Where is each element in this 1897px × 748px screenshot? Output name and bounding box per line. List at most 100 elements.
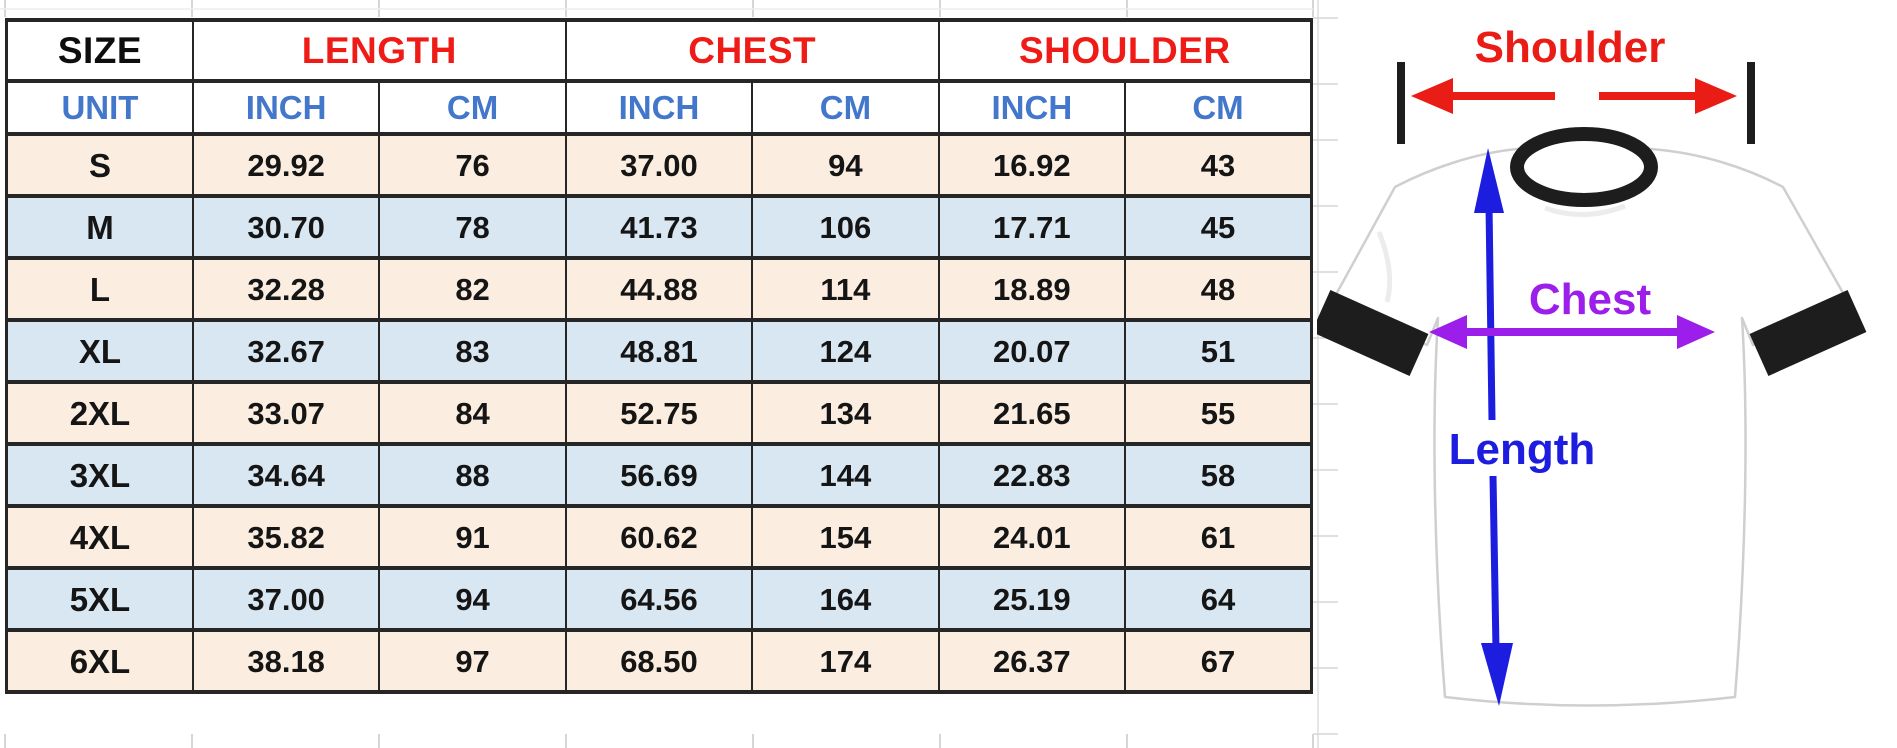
header-unit-row: UNIT INCH CM INCH CM INCH CM [5,79,1313,136]
value-cell: 30.70 [191,194,381,260]
value-cell: 24.01 [937,504,1127,570]
value-cell: 78 [378,194,567,260]
table-row: 5XL 37.00 94 64.56 164 25.19 64 [5,566,1313,632]
value-cell: 60.62 [564,504,754,570]
size-cell: S [5,132,194,198]
table-header: SIZE LENGTH CHEST SHOULDER UNIT INCH CM … [5,18,1313,136]
value-cell: 26.37 [937,628,1127,694]
value-cell: 41.73 [564,194,754,260]
value-cell: 35.82 [191,504,381,570]
chest-arrowhead-right [1677,315,1715,349]
unit-cell: INCH [191,79,381,136]
value-cell: 84 [378,380,567,446]
value-cell: 38.18 [191,628,381,694]
tshirt-diagram: Shoulder Length Chest [1317,0,1897,748]
value-cell: 114 [751,256,940,322]
size-cell: 4XL [5,504,194,570]
value-cell: 106 [751,194,940,260]
value-cell: 18.89 [937,256,1127,322]
value-cell: 82 [378,256,567,322]
shoulder-end-bar-right [1747,62,1755,144]
value-cell: 17.71 [937,194,1127,260]
header-length: LENGTH [191,18,567,83]
table-row: 2XL 33.07 84 52.75 134 21.65 55 [5,380,1313,446]
value-cell: 58 [1124,442,1313,508]
table-row: XL 32.67 83 48.81 124 20.07 51 [5,318,1313,384]
value-cell: 55 [1124,380,1313,446]
value-cell: 76 [378,132,567,198]
unit-cell: CM [1124,79,1313,136]
shoulder-arrowhead-right [1695,78,1737,114]
value-cell: 88 [378,442,567,508]
value-cell: 124 [751,318,940,384]
value-cell: 43 [1124,132,1313,198]
left-sleeve-cuff [1317,290,1429,376]
size-cell: XL [5,318,194,384]
value-cell: 154 [751,504,940,570]
value-cell: 45 [1124,194,1313,260]
value-cell: 32.67 [191,318,381,384]
value-cell: 48.81 [564,318,754,384]
size-cell: 3XL [5,442,194,508]
shoulder-label: Shoulder [1475,23,1666,72]
header-size: SIZE [5,18,194,83]
unit-cell: CM [751,79,940,136]
value-cell: 32.28 [191,256,381,322]
size-cell: 5XL [5,566,194,632]
value-cell: 68.50 [564,628,754,694]
value-cell: 37.00 [191,566,381,632]
value-cell: 164 [751,566,940,632]
length-label: Length [1449,425,1596,474]
size-cell: M [5,194,194,260]
value-cell: 144 [751,442,940,508]
chest-label: Chest [1529,275,1652,324]
table-row: 4XL 35.82 91 60.62 154 24.01 61 [5,504,1313,570]
value-cell: 64 [1124,566,1313,632]
shoulder-arrowhead-left [1411,78,1453,114]
size-chart-table: SIZE LENGTH CHEST SHOULDER UNIT INCH CM … [5,18,1313,694]
collar-shadow [1544,203,1626,217]
table-row: L 32.28 82 44.88 114 18.89 48 [5,256,1313,322]
value-cell: 34.64 [191,442,381,508]
header-chest: CHEST [564,18,940,83]
value-cell: 25.19 [937,566,1127,632]
value-cell: 44.88 [564,256,754,322]
size-cell: L [5,256,194,322]
size-cell: 6XL [5,628,194,694]
value-cell: 61 [1124,504,1313,570]
value-cell: 29.92 [191,132,381,198]
value-cell: 64.56 [564,566,754,632]
unit-cell: CM [378,79,567,136]
sleeve-fold [1376,231,1393,303]
right-sleeve-cuff [1749,290,1867,376]
value-cell: 94 [751,132,940,198]
value-cell: 91 [378,504,567,570]
chest-arrowhead-left [1429,315,1467,349]
unit-cell: INCH [564,79,754,136]
value-cell: 20.07 [937,318,1127,384]
value-cell: 48 [1124,256,1313,322]
value-cell: 174 [751,628,940,694]
value-cell: 21.65 [937,380,1127,446]
unit-cell: UNIT [5,79,194,136]
length-arrow-shaft-top [1485,204,1496,421]
table-row: M 30.70 78 41.73 106 17.71 45 [5,194,1313,260]
value-cell: 33.07 [191,380,381,446]
value-cell: 16.92 [937,132,1127,198]
tshirt-collar [1510,127,1658,207]
length-arrowhead-bottom [1481,643,1513,706]
shoulder-end-bar-left [1397,62,1405,144]
length-arrowhead-top [1474,148,1504,213]
table-row: 6XL 38.18 97 68.50 174 26.37 67 [5,628,1313,694]
size-cell: 2XL [5,380,194,446]
value-cell: 83 [378,318,567,384]
value-cell: 51 [1124,318,1313,384]
value-cell: 56.69 [564,442,754,508]
unit-cell: INCH [937,79,1127,136]
value-cell: 67 [1124,628,1313,694]
value-cell: 37.00 [564,132,754,198]
table-row: 3XL 34.64 88 56.69 144 22.83 58 [5,442,1313,508]
value-cell: 134 [751,380,940,446]
